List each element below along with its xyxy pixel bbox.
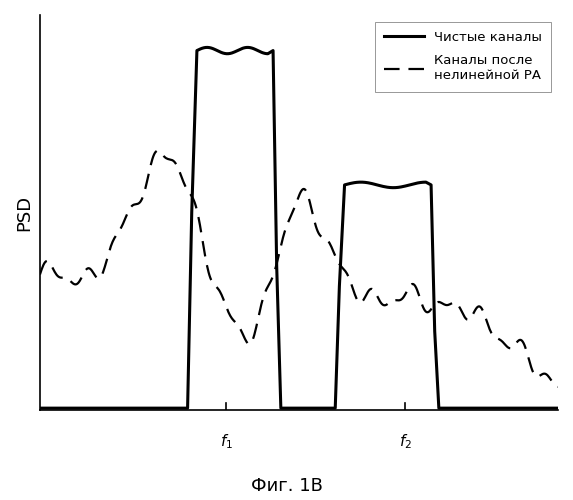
Legend: Чистые каналы, Каналы после
нелинейной РА: Чистые каналы, Каналы после нелинейной Р… (375, 22, 551, 92)
Text: Фиг. 1В: Фиг. 1В (250, 477, 323, 495)
Text: $f_2$: $f_2$ (399, 432, 411, 450)
Y-axis label: PSD: PSD (15, 194, 33, 230)
Text: $f_1$: $f_1$ (220, 432, 233, 450)
